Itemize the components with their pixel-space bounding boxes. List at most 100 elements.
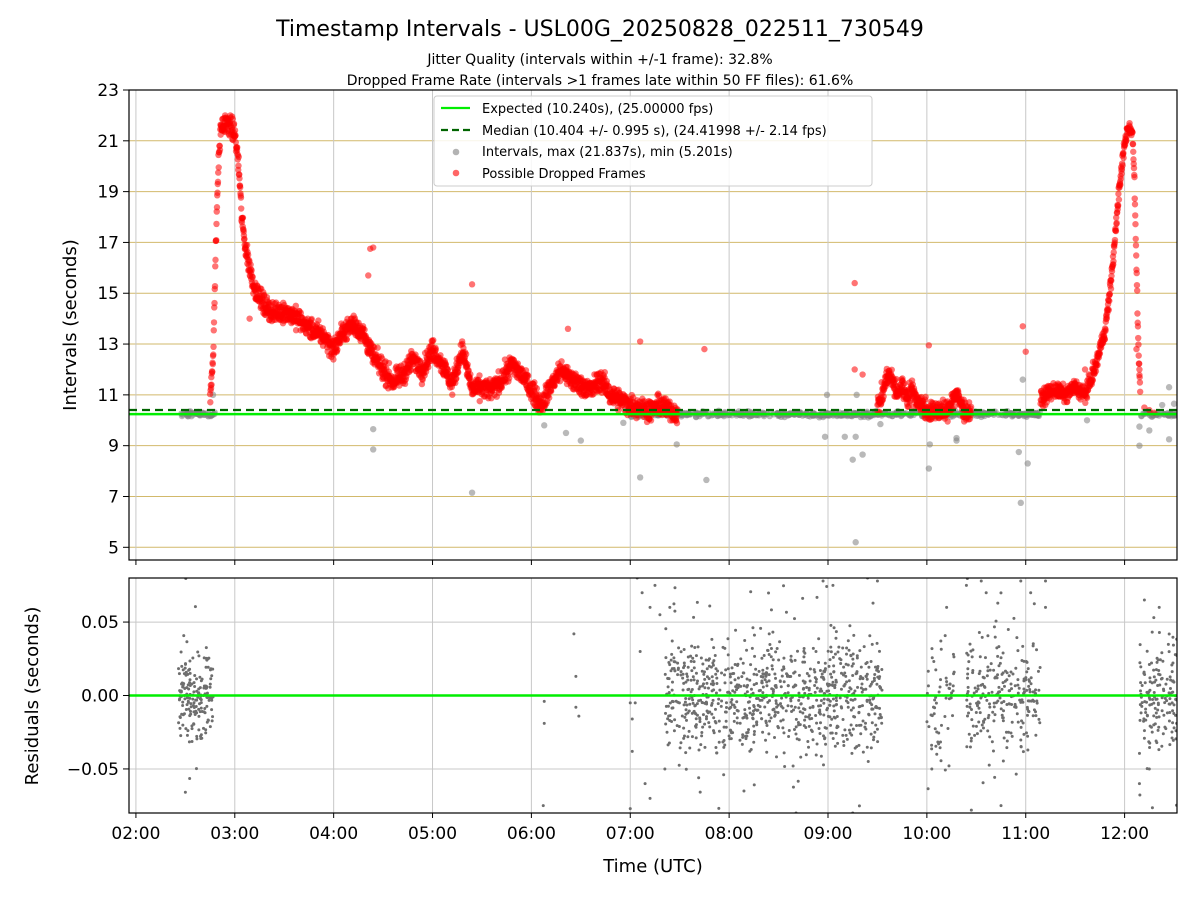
- residual-point: [743, 708, 747, 712]
- residual-point: [829, 672, 833, 676]
- residual-point: [757, 669, 761, 673]
- dropped-frame-point: [1132, 242, 1140, 249]
- residual-point: [684, 697, 688, 701]
- residual-point: [743, 638, 747, 642]
- residual-point: [691, 701, 695, 705]
- residual-point: [753, 654, 757, 658]
- dropped-frame-point: [1089, 376, 1096, 384]
- residual-point: [987, 691, 991, 695]
- residual-point: [195, 677, 199, 681]
- residual-point: [1143, 681, 1147, 685]
- residual-point: [683, 700, 687, 704]
- residual-point: [782, 751, 786, 755]
- residual-point: [787, 735, 791, 739]
- dropped-frame-point: [888, 366, 895, 373]
- residual-point: [867, 712, 871, 716]
- dropped-frame-point: [1120, 149, 1127, 157]
- residual-point: [872, 679, 876, 683]
- residual-point: [873, 730, 877, 734]
- residual-point: [751, 712, 755, 716]
- residual-point: [182, 682, 186, 686]
- residual-point: [728, 737, 732, 741]
- residual-point: [969, 708, 973, 712]
- residual-point: [1028, 688, 1032, 692]
- residual-point: [765, 750, 769, 754]
- dropped-frame-point: [213, 220, 220, 228]
- dropped-frame-point: [468, 281, 476, 288]
- residual-point: [839, 705, 843, 709]
- residual-point: [771, 630, 775, 634]
- residual-point: [993, 635, 997, 639]
- residual-point: [851, 706, 855, 710]
- residual-point: [860, 682, 864, 686]
- residual-point: [784, 709, 788, 713]
- residual-point: [829, 650, 833, 654]
- dropped-frame-point: [1134, 287, 1141, 294]
- dropped-frame-point: [1129, 129, 1136, 136]
- residual-point: [670, 652, 674, 656]
- residual-point: [983, 717, 987, 721]
- residual-point: [831, 737, 835, 741]
- residual-point: [790, 659, 794, 663]
- residual-point: [719, 704, 723, 708]
- residual-point: [747, 700, 751, 704]
- dropped-frame-point: [1081, 366, 1089, 373]
- residual-point: [825, 689, 829, 693]
- residual-point: [965, 698, 969, 702]
- residual-point: [743, 734, 747, 738]
- residual-point: [732, 719, 736, 723]
- residual-point: [965, 714, 969, 718]
- dropped-frame-point: [1108, 277, 1115, 284]
- dropped-frame-point: [1103, 315, 1111, 322]
- residual-point: [761, 691, 765, 695]
- residual-point: [694, 654, 698, 658]
- residual-point: [767, 673, 771, 677]
- dropped-frame-point: [1019, 323, 1026, 330]
- residual-point: [807, 686, 811, 690]
- residual-point: [745, 677, 749, 681]
- residual-point: [686, 678, 690, 682]
- residual-point: [929, 713, 933, 717]
- residual-point: [939, 759, 943, 763]
- residual-point: [739, 657, 743, 661]
- residual-point: [830, 683, 834, 687]
- residual-point: [987, 713, 991, 717]
- residual-point: [745, 716, 749, 720]
- chart-subtitle-1: Jitter Quality (intervals within +/-1 fr…: [426, 52, 772, 68]
- dropped-frame-point: [235, 162, 242, 169]
- residual-point: [724, 725, 728, 729]
- residual-point: [801, 596, 805, 600]
- residual-point: [827, 682, 831, 686]
- residual-point: [1009, 682, 1013, 686]
- residual-point: [965, 745, 969, 749]
- residual-point: [768, 642, 772, 646]
- residual-point: [993, 676, 997, 680]
- residual-point: [762, 653, 766, 657]
- residual-point: [785, 672, 789, 676]
- residual-point: [951, 689, 955, 693]
- residual-point: [876, 740, 880, 744]
- residual-point: [850, 751, 854, 755]
- residual-point: [811, 704, 815, 708]
- residual-point: [836, 741, 840, 745]
- residual-point: [1138, 718, 1142, 722]
- residual-point: [993, 713, 997, 717]
- residual-point: [780, 668, 784, 672]
- residual-point: [991, 749, 995, 753]
- residual-point: [692, 666, 696, 670]
- residual-point: [700, 734, 704, 738]
- residual-point: [687, 729, 691, 733]
- residual-point: [756, 703, 760, 707]
- residual-point: [1139, 665, 1143, 669]
- residual-point: [198, 675, 202, 679]
- residual-point: [186, 696, 190, 700]
- residual-point: [683, 715, 687, 719]
- residual-point: [764, 674, 768, 678]
- residual-point: [1024, 678, 1028, 682]
- residual-point: [188, 659, 192, 663]
- residual-point: [847, 689, 851, 693]
- residual-point: [947, 764, 951, 768]
- residual-point: [1170, 701, 1174, 705]
- residual-point: [779, 685, 783, 689]
- residual-point: [1018, 814, 1021, 817]
